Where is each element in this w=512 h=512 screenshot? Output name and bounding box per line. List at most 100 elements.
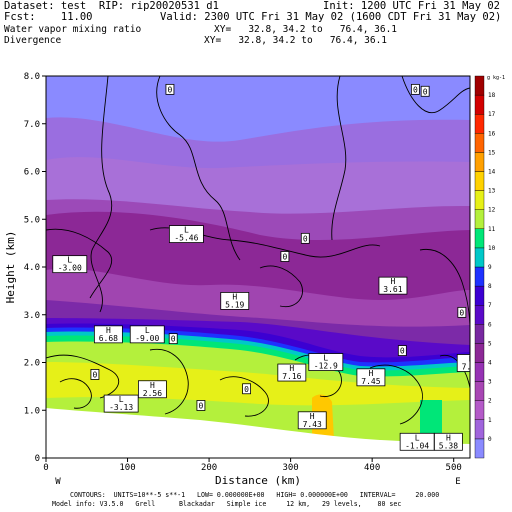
- colorbar-level-8: 8: [488, 283, 492, 290]
- colorbar-level-7: 7: [488, 302, 492, 309]
- zero-label-5: 0: [282, 252, 287, 261]
- extremum-value-11: -9.00: [135, 334, 159, 343]
- extremum-value-3: -5.46: [174, 234, 198, 243]
- extremum-12: 0: [168, 333, 178, 345]
- colorbar-swatch-10: [474, 247, 485, 268]
- extremum-value-22: -3.13: [109, 403, 133, 412]
- extremum-type-6: L: [67, 256, 72, 265]
- extremum-type-17: H: [469, 355, 474, 364]
- x-tick-label-2: 200: [201, 463, 217, 473]
- colorbar-level-14: 14: [488, 169, 496, 176]
- extremum-6: L-3.00: [52, 255, 88, 274]
- colorbar-swatch-16: [474, 133, 485, 153]
- colorbar-swatch-15: [474, 152, 485, 172]
- x-tick-label-0: 0: [43, 463, 48, 473]
- colorbar-swatch-6: [474, 324, 485, 344]
- extremum-10: H6.68: [93, 325, 123, 344]
- y-tick-label-8: 8.0: [24, 72, 40, 82]
- extremum-0: 0: [165, 83, 175, 95]
- x-tick-label-1: 100: [119, 463, 135, 473]
- extremum-13: 0: [397, 345, 407, 356]
- colorbar-swatch-8: [474, 285, 485, 306]
- colorbar-level-9: 9: [488, 264, 492, 271]
- colorbar-swatch-14: [474, 171, 485, 191]
- extremum-type-7: H: [391, 277, 396, 286]
- colorbar-swatch-13: [474, 190, 485, 210]
- colorbar-level-16: 16: [488, 130, 496, 137]
- zero-label-18: 0: [93, 370, 98, 379]
- y-tick-label-1: 1.0: [24, 406, 40, 416]
- x-axis-label: Distance (km): [215, 474, 301, 487]
- colorbar-level-10: 10: [488, 245, 496, 252]
- extremum-type-8: H: [232, 292, 237, 301]
- extremum-22: L-3.13: [103, 394, 139, 413]
- x-left-direction-label: W: [55, 477, 61, 487]
- x-tick-label-5: 500: [446, 463, 462, 473]
- extremum-8: H5.19: [220, 292, 250, 310]
- valid-time-label: Valid: 2300 UTC Fri 31 May 02 (1600 CDT …: [160, 11, 502, 23]
- x-tick-label-3: 300: [282, 463, 298, 473]
- field-name-1: Water vapor mixing ratio: [4, 24, 142, 35]
- colorbar-level-1: 1: [488, 417, 492, 424]
- extremum-18: 0: [90, 369, 100, 380]
- y-tick-label-5: 5.0: [24, 215, 40, 225]
- extremum-value-10: 6.68: [99, 334, 118, 343]
- init-label: Init: 1200 UTC Fri 31 May 02: [323, 0, 501, 12]
- extremum-type-14: L: [323, 354, 328, 363]
- extremum-16: H7.45: [356, 368, 386, 387]
- x-right-direction-label: E: [455, 477, 460, 487]
- colorbar-swatch-9: [474, 266, 485, 287]
- extremum-11: L-9.00: [129, 325, 165, 344]
- zero-label-20: 0: [199, 401, 204, 410]
- colorbar-level-15: 15: [488, 149, 496, 156]
- axes: 0 100 200 300 400 500 0 1.0 2.0 3.0 4.0 5.0 6.0 7.0 8.…: [4, 72, 462, 487]
- extremum-value-8: 5.19: [225, 300, 244, 309]
- colorbar-level-0: 0: [488, 436, 492, 443]
- extremum-type-11: L: [145, 326, 150, 335]
- colorbar-swatch-19: [474, 75, 485, 96]
- extremum-type-24: L: [415, 433, 420, 442]
- colorbar-swatch-11: [474, 228, 485, 249]
- colorbar-swatch-18: [474, 94, 485, 115]
- zero-label-2: 0: [423, 87, 428, 96]
- extremum-type-19: H: [150, 381, 155, 390]
- extremum-17: H7.23: [456, 354, 481, 372]
- colorbar-swatch-2: [474, 400, 485, 421]
- extremum-value-7: 3.61: [383, 285, 402, 294]
- zero-label-13: 0: [400, 347, 405, 356]
- zero-label-12: 0: [171, 335, 176, 344]
- colorbar-unit: g kg-1: [487, 75, 505, 81]
- extremum-1: 0: [410, 83, 420, 95]
- colorbar-swatch-1: [474, 419, 485, 440]
- extremum-4: 0: [300, 232, 310, 244]
- zero-label-21: 0: [244, 385, 249, 394]
- extremum-5: 0: [280, 251, 290, 262]
- extremum-3: L-5.46: [168, 225, 204, 243]
- extremum-type-25: H: [446, 433, 451, 442]
- colorbar-level-11: 11: [488, 226, 496, 233]
- colorbar-swatch-12: [474, 209, 485, 229]
- extremum-value-17: 7.23: [462, 363, 481, 372]
- colorbar-level-5: 5: [488, 340, 492, 347]
- extremum-14: L-12.9: [308, 353, 344, 371]
- zero-label-1: 0: [413, 85, 418, 94]
- x-tick-label-4: 400: [364, 463, 380, 473]
- moisture-bright-patch: [420, 400, 442, 440]
- extremum-21: 0: [242, 383, 251, 395]
- colorbar-swatch-7: [474, 305, 485, 325]
- colorbar-swatch-17: [474, 113, 485, 134]
- extremum-value-23: 7.43: [303, 420, 322, 429]
- y-tick-label-2: 2.0: [24, 359, 40, 369]
- colorbar-level-13: 13: [488, 188, 496, 195]
- extremum-value-16: 7.45: [361, 377, 380, 386]
- colorbar-level-18: 18: [488, 92, 496, 99]
- extremum-type-16: H: [369, 369, 374, 378]
- colorbar-level-12: 12: [488, 207, 496, 214]
- model-info: Model info: V3.5.0 Grell Blackadar Simpl…: [52, 500, 402, 508]
- extremum-type-10: H: [106, 326, 111, 335]
- y-axis-label: Height (km): [4, 231, 17, 304]
- extremum-type-22: L: [119, 395, 124, 404]
- extremum-19: H2.56: [137, 380, 167, 399]
